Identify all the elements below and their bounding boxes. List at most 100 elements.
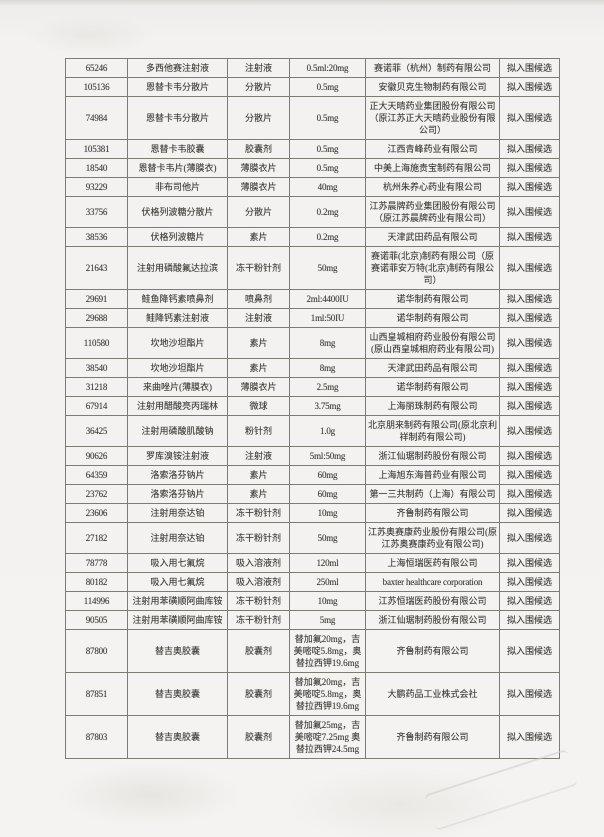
cell-drug-code: 87803 bbox=[65, 715, 128, 759]
cell-specification: 3.75mg bbox=[289, 396, 366, 416]
table-row: 110580 坎地沙坦酯片 素片 8mg 山西皇城相府药业股份有限公司(原山西皇… bbox=[65, 327, 560, 359]
cell-status: 拟入围候选 bbox=[499, 177, 560, 197]
cell-status: 拟入围候选 bbox=[499, 308, 560, 328]
cell-manufacturer: 浙江仙琚制药股份有限公司 bbox=[365, 446, 500, 466]
cell-status: 拟入围候选 bbox=[499, 158, 560, 178]
cell-drug-code: 67914 bbox=[65, 396, 128, 416]
table-row: 31218 来曲唑片(薄膜衣) 薄膜衣片 2.5mg 诺华制药有限公司 拟入围候… bbox=[65, 377, 560, 397]
cell-specification: 50mg bbox=[289, 522, 366, 554]
cell-dosage-form: 薄膜衣片 bbox=[227, 177, 290, 197]
table-row: 23762 洛索洛芬钠片 素片 60mg 第一三共制药（上海）有限公司 拟入围候… bbox=[65, 484, 560, 504]
cell-drug-code: 114996 bbox=[65, 591, 128, 611]
cell-dosage-form: 喷鼻剂 bbox=[227, 289, 290, 309]
cell-specification: 60mg bbox=[289, 484, 366, 504]
cell-status: 拟入围候选 bbox=[499, 377, 560, 397]
cell-drug-code: 87800 bbox=[65, 629, 128, 673]
cell-manufacturer: baxter healthcare corporation bbox=[365, 572, 500, 592]
cell-dosage-form: 冻干粉针剂 bbox=[227, 522, 290, 554]
cell-drug-name: 来曲唑片(薄膜衣) bbox=[127, 377, 228, 397]
cell-manufacturer: 正大天晴药业集团股份有限公司（原江苏正大天晴药业股份有限公司） bbox=[365, 96, 500, 140]
cell-dosage-form: 冻干粉针剂 bbox=[227, 503, 290, 523]
table-row: 114996 注射用苯磺顺阿曲库铵 冻干粉针剂 10mg 江苏恒瑞医药股份有限公… bbox=[65, 591, 560, 611]
table-row: 87851 替吉奥胶囊 胶囊剂 替加氟20mg，吉美嘧啶5.8mg，奥替拉西钾1… bbox=[65, 672, 560, 716]
cell-drug-code: 78778 bbox=[65, 553, 128, 573]
cell-specification: 替加氟20mg，吉美嘧啶5.8mg，奥替拉西钾19.6mg bbox=[289, 629, 366, 673]
cell-drug-name: 恩替卡韦分散片 bbox=[127, 96, 228, 140]
cell-dosage-form: 素片 bbox=[227, 358, 290, 378]
cell-specification: 0.5mg bbox=[289, 158, 366, 178]
table-row: 80182 吸入用七氟烷 吸入溶液剂 250ml baxter healthca… bbox=[65, 572, 560, 592]
cell-drug-name: 非布司他片 bbox=[127, 177, 228, 197]
cell-specification: 50mg bbox=[289, 246, 366, 290]
cell-dosage-form: 胶囊剂 bbox=[227, 139, 290, 159]
cell-drug-code: 80182 bbox=[65, 572, 128, 592]
cell-drug-name: 恩替卡韦分散片 bbox=[127, 77, 228, 97]
table-row: 23606 注射用奈达铂 冻干粉针剂 10mg 齐鲁制药有限公司 拟入围候选 bbox=[65, 503, 560, 523]
cell-manufacturer: 大鹏药品工业株式会社 bbox=[365, 672, 500, 716]
cell-manufacturer: 天津武田药品有限公司 bbox=[365, 358, 500, 378]
cell-status: 拟入围候选 bbox=[499, 572, 560, 592]
table-row: 27182 注射用奈达铂 冻干粉针剂 50mg 江苏奥赛康药业股份有限公司(原江… bbox=[65, 522, 560, 554]
cell-drug-name: 替吉奥胶囊 bbox=[127, 715, 228, 759]
cell-manufacturer: 杭州朱养心药业有限公司 bbox=[365, 177, 500, 197]
cell-manufacturer: 齐鲁制药有限公司 bbox=[365, 503, 500, 523]
cell-status: 拟入围候选 bbox=[499, 58, 560, 78]
cell-specification: 250ml bbox=[289, 572, 366, 592]
cell-dosage-form: 素片 bbox=[227, 484, 290, 504]
cell-dosage-form: 冻干粉针剂 bbox=[227, 246, 290, 290]
table-row: 90626 罗库溴铵注射液 注射液 5ml:50mg 浙江仙琚制药股份有限公司 … bbox=[65, 446, 560, 466]
cell-dosage-form: 粉针剂 bbox=[227, 415, 290, 447]
cell-drug-name: 注射用奈达铂 bbox=[127, 503, 228, 523]
cell-dosage-form: 冻干粉针剂 bbox=[227, 591, 290, 611]
cell-manufacturer: 齐鲁制药有限公司 bbox=[365, 715, 500, 759]
cell-manufacturer: 安徽贝克生物制药有限公司 bbox=[365, 77, 500, 97]
cell-status: 拟入围候选 bbox=[499, 396, 560, 416]
table-row: 29691 鲑鱼降钙素喷鼻剂 喷鼻剂 2ml:4400IU 诺华制药有限公司 拟… bbox=[65, 289, 560, 309]
cell-drug-name: 伏格列波糖片 bbox=[127, 227, 228, 247]
scan-crease-artifact bbox=[423, 748, 579, 832]
cell-dosage-form: 素片 bbox=[227, 465, 290, 485]
cell-specification: 0.5mg bbox=[289, 96, 366, 140]
cell-specification: 0.2mg bbox=[289, 196, 366, 228]
cell-drug-name: 伏格列波糖分散片 bbox=[127, 196, 228, 228]
cell-drug-code: 29688 bbox=[65, 308, 128, 328]
cell-manufacturer: 上海恒瑞医药有限公司 bbox=[365, 553, 500, 573]
cell-specification: 60mg bbox=[289, 465, 366, 485]
cell-drug-name: 坎地沙坦酯片 bbox=[127, 358, 228, 378]
cell-manufacturer: 诺华制药有限公司 bbox=[365, 289, 500, 309]
cell-manufacturer: 江苏晨牌药业集团股份有限公司（原江苏晨牌药业有限公司） bbox=[365, 196, 500, 228]
cell-manufacturer: 山西皇城相府药业股份有限公司(原山西皇城相府药业有限公司) bbox=[365, 327, 500, 359]
cell-specification: 0.5mg bbox=[289, 77, 366, 97]
cell-specification: 0.5ml:20mg bbox=[289, 58, 366, 78]
cell-dosage-form: 冻干粉针剂 bbox=[227, 610, 290, 630]
table-row: 65246 多西他赛注射液 注射液 0.5ml:20mg 赛诺菲（杭州）制药有限… bbox=[65, 58, 560, 78]
cell-dosage-form: 注射液 bbox=[227, 58, 290, 78]
drug-candidate-table: 65246 多西他赛注射液 注射液 0.5ml:20mg 赛诺菲（杭州）制药有限… bbox=[65, 58, 560, 759]
cell-status: 拟入围候选 bbox=[499, 610, 560, 630]
cell-drug-code: 90505 bbox=[65, 610, 128, 630]
cell-manufacturer: 中美上海施贵宝制药有限公司 bbox=[365, 158, 500, 178]
cell-drug-name: 替吉奥胶囊 bbox=[127, 672, 228, 716]
cell-manufacturer: 诺华制药有限公司 bbox=[365, 308, 500, 328]
cell-manufacturer: 上海丽珠制药有限公司 bbox=[365, 396, 500, 416]
cell-manufacturer: 诺华制药有限公司 bbox=[365, 377, 500, 397]
cell-drug-code: 31218 bbox=[65, 377, 128, 397]
cell-drug-name: 替吉奥胶囊 bbox=[127, 629, 228, 673]
cell-manufacturer: 江苏奥赛康药业股份有限公司(原江苏奥赛康药业有限公司) bbox=[365, 522, 500, 554]
cell-drug-name: 洛索洛芬钠片 bbox=[127, 465, 228, 485]
cell-dosage-form: 吸入溶液剂 bbox=[227, 553, 290, 573]
cell-drug-name: 恩替卡韦片(薄膜衣) bbox=[127, 158, 228, 178]
cell-dosage-form: 分散片 bbox=[227, 196, 290, 228]
cell-status: 拟入围候选 bbox=[499, 465, 560, 485]
cell-manufacturer: 上海旭东海普药业有限公司 bbox=[365, 465, 500, 485]
cell-drug-name: 坎地沙坦酯片 bbox=[127, 327, 228, 359]
cell-specification: 120ml bbox=[289, 553, 366, 573]
cell-drug-code: 36425 bbox=[65, 415, 128, 447]
cell-drug-code: 29691 bbox=[65, 289, 128, 309]
table-row: 87800 替吉奥胶囊 胶囊剂 替加氟20mg，吉美嘧啶5.8mg，奥替拉西钾1… bbox=[65, 629, 560, 673]
table-row: 105381 恩替卡韦胶囊 胶囊剂 0.5mg 江西青峰药业有限公司 拟入围候选 bbox=[65, 139, 560, 159]
cell-status: 拟入围候选 bbox=[499, 227, 560, 247]
cell-manufacturer: 天津武田药品有限公司 bbox=[365, 227, 500, 247]
cell-manufacturer: 第一三共制药（上海）有限公司 bbox=[365, 484, 500, 504]
